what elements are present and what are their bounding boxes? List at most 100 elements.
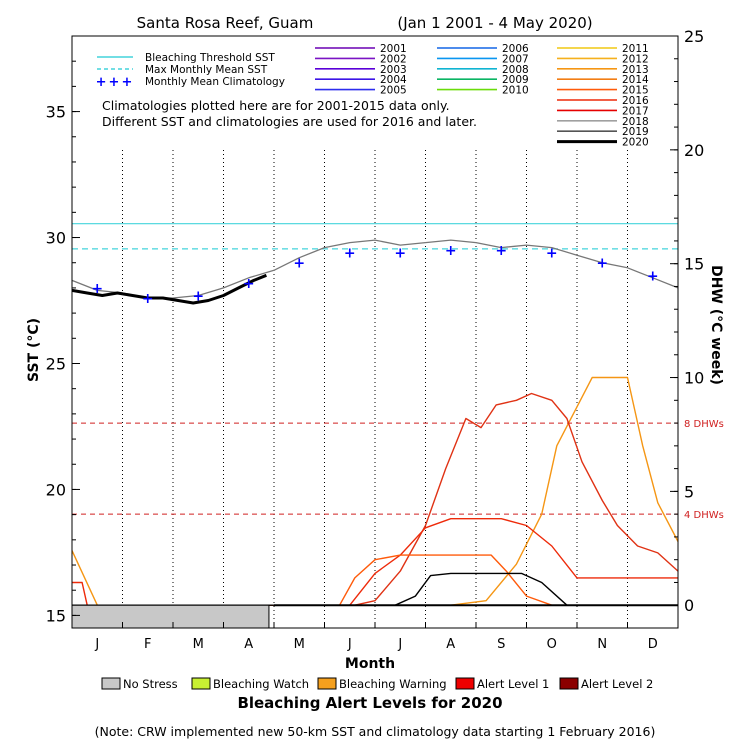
- alert-label: Bleaching Watch: [213, 677, 309, 691]
- climatology-marker: +: [91, 281, 103, 297]
- month-tick-label: F: [144, 637, 151, 652]
- month-grid: [122, 150, 628, 628]
- month-tick-label: A: [446, 637, 455, 652]
- alert-swatch: [191, 677, 211, 690]
- alert-swatch: [317, 677, 337, 690]
- right-tick-label: 0: [684, 596, 694, 615]
- alert-bar-segment: [71, 604, 270, 629]
- left-axis: 15 20 25 30 35: [46, 60, 80, 625]
- legend-year-label: 2004: [380, 74, 407, 86]
- alert-label: Bleaching Warning: [339, 677, 447, 691]
- month-tick-label: D: [648, 637, 658, 652]
- x-axis-label: Month: [345, 656, 395, 672]
- left-tick-label: 35: [46, 103, 66, 122]
- sst-series: + + + + + + + + + + + +: [71, 239, 679, 307]
- plot-area: ++ ++++ + + + +++: [71, 35, 679, 629]
- month-tick-label: A: [244, 637, 253, 652]
- legend-year-label: 2011: [622, 43, 649, 55]
- left-tick-label: 25: [46, 354, 66, 373]
- chart-date-range: (Jan 1 2001 - 4 May 2020): [397, 14, 592, 32]
- right-tick-label: 15: [684, 255, 704, 274]
- y-axis-label-left: SST (°C): [26, 318, 42, 382]
- legend-year-label: 2001: [380, 43, 407, 55]
- legend-year-label: 2005: [380, 85, 407, 97]
- climatology-marker: +: [142, 291, 154, 307]
- right-axis: 4 DHWs 8 DHWs 0 5 10 15 20 25: [670, 27, 724, 615]
- alert-swatch: [455, 677, 475, 690]
- legend-year-label: 2013: [622, 64, 649, 76]
- reference-lines: [72, 223, 678, 515]
- alert-levels-title: Bleaching Alert Levels for 2020: [237, 694, 502, 712]
- right-tick-label: 5: [684, 482, 694, 501]
- dhw-line-2017: [72, 392, 679, 606]
- dhw-threshold-label: 4 DHWs: [684, 510, 724, 521]
- legend-year-label: 2012: [622, 53, 649, 65]
- chart-title: Santa Rosa Reef, Guam: [137, 14, 314, 32]
- climatology-marker: +: [394, 246, 406, 262]
- month-tick-label: J: [397, 637, 402, 652]
- left-tick-label: 20: [46, 480, 66, 499]
- right-tick-label: 25: [684, 27, 704, 46]
- month-tick-label: N: [597, 637, 607, 652]
- alert-levels-legend: No Stress Bleaching Watch Bleaching Warnin…: [101, 677, 653, 691]
- left-tick-label: 30: [46, 229, 66, 248]
- climatology-marker: +: [546, 246, 558, 262]
- climatology-marker: +: [243, 276, 255, 292]
- alert-label: No Stress: [123, 677, 178, 691]
- note-line-2: Different SST and climatologies are used…: [102, 114, 477, 129]
- legend-year-label: 2019: [622, 126, 649, 138]
- legend-year-label: 2010: [502, 85, 529, 97]
- alert-swatch: [101, 677, 121, 690]
- alert-swatch: [559, 677, 579, 690]
- dhw-threshold-label: 8 DHWs: [684, 419, 724, 430]
- legend-year-label: 2014: [622, 74, 649, 86]
- footnote: (Note: CRW implemented new 50-km SST and…: [95, 724, 656, 739]
- legend-year-label: 2003: [380, 64, 407, 76]
- legend-year-label: 2009: [502, 74, 529, 86]
- legend-year-label: 2018: [622, 116, 649, 128]
- legend-ref-label: Max Monthly Mean SST: [145, 64, 268, 76]
- month-tick-label: J: [94, 637, 99, 652]
- dhw-series: [71, 376, 679, 607]
- legend-climatology-symbol: +++: [96, 75, 135, 90]
- climatology-marker: +: [293, 256, 305, 272]
- climatology-marker: +: [596, 256, 608, 272]
- month-tick-label: S: [497, 637, 505, 652]
- sst-line-2019: [71, 239, 679, 299]
- month-tick-label: J: [347, 637, 352, 652]
- climatology-marker: +: [344, 246, 356, 262]
- climatology-marker: +: [495, 243, 507, 259]
- right-tick-label: 10: [684, 369, 704, 388]
- dhw-line-2016: [72, 518, 678, 606]
- month-tick-label: M: [193, 637, 204, 652]
- right-tick-label: 20: [684, 141, 704, 160]
- legend-year-label: 2008: [502, 64, 529, 76]
- legend-ref-label: Monthly Mean Climatology: [145, 76, 285, 88]
- legend-ref-label: Bleaching Threshold SST: [145, 52, 275, 64]
- legend-year-label: 2015: [622, 85, 649, 97]
- climatology-marker: +: [192, 288, 204, 304]
- legend-year-label: 2020: [622, 137, 649, 149]
- legend-year-label: 2017: [622, 105, 649, 117]
- left-tick-label: 15: [46, 606, 66, 625]
- dhw-line-2013: [72, 376, 679, 606]
- alert-bar: [71, 604, 270, 629]
- month-tick-label: O: [547, 637, 557, 652]
- sst-line-2020: [71, 273, 267, 305]
- legend-year-label: 2016: [622, 95, 649, 107]
- note-line-1: Climatologies plotted here are for 2001-…: [102, 98, 450, 113]
- climatology-note: Climatologies plotted here are for 2001-…: [102, 98, 477, 129]
- alert-label: Alert Level 1: [477, 677, 549, 691]
- climatology-marker: +: [647, 268, 659, 284]
- legend-year-label: 2002: [380, 53, 407, 65]
- legend-year-label: 2007: [502, 53, 529, 65]
- climatology-marker: +: [445, 243, 457, 259]
- y-axis-label-right: DHW (°C week): [708, 265, 724, 385]
- alert-label: Alert Level 2: [581, 677, 653, 691]
- month-tick-label: M: [294, 637, 305, 652]
- legend-year-label: 2006: [502, 43, 529, 55]
